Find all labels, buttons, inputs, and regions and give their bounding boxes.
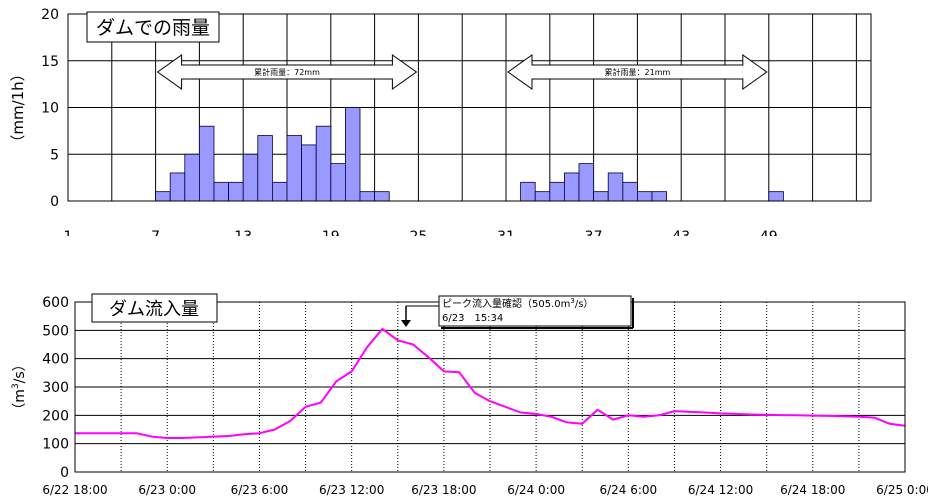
inflow-x-tick-label: 6/23 18:00 — [411, 483, 476, 497]
rainfall-bar — [184, 153, 200, 202]
rainfall-y-tick-label: 0 — [50, 194, 59, 210]
inflow-x-tick-label: 6/22 18:00 — [42, 483, 107, 497]
rainfall-bar — [359, 191, 376, 202]
inflow-x-tick-label: 6/24 12:00 — [688, 483, 753, 497]
rainfall-bar — [520, 181, 536, 202]
peak-callout: ピーク流入量確認（505.0m3/s） 6/23 15:34 — [401, 295, 634, 329]
rainfall-total-label: 累計雨量：72mm — [254, 67, 320, 77]
rainfall-bar — [564, 172, 580, 202]
inflow-y-tick-label: 0 — [60, 465, 69, 481]
rainfall-bars — [155, 107, 784, 202]
inflow-y-tick-label: 100 — [42, 437, 69, 453]
rainfall-bar — [607, 172, 624, 202]
rainfall-bar — [315, 125, 332, 202]
rainfall-bar — [271, 181, 288, 202]
rainfall-bar — [622, 181, 638, 202]
inflow-y-axis-label: （m3/s） — [11, 357, 28, 416]
rainfall-bar — [578, 163, 595, 202]
rainfall-bar — [286, 135, 303, 202]
inflow-x-tick-label: 6/24 18:00 — [780, 483, 845, 497]
rainfall-bar — [637, 191, 653, 202]
rainfall-bar — [593, 191, 609, 202]
rainfall-bar — [213, 181, 230, 202]
rainfall-bar — [198, 125, 215, 202]
inflow-x-tick-label: 6/24 6:00 — [599, 483, 657, 497]
inflow-y-tick-labels: 0 100 200 300 400 500 600 — [42, 295, 69, 481]
inflow-gridlines — [75, 302, 905, 472]
rainfall-y-tick-label: 10 — [41, 101, 59, 117]
rainfall-bar — [374, 191, 390, 202]
rainfall-y-tick-label: 5 — [50, 147, 59, 163]
rainfall-x-tick-labels: 1713192531374349 — [0, 229, 928, 250]
rainfall-chart-title: ダムでの雨量 — [96, 17, 210, 39]
rainfall-total-arrow — [507, 54, 768, 90]
inflow-y-tick-label: 400 — [42, 352, 69, 368]
inflow-x-tick-label: 6/23 12:00 — [319, 483, 384, 497]
rainfall-title-box: ダムでの雨量 — [86, 11, 220, 43]
inflow-y-tick-label: 500 — [42, 323, 69, 339]
inflow-title-box: ダム流入量 — [91, 293, 218, 323]
rainfall-y-axis-label: （mm/1h） — [9, 66, 27, 149]
inflow-chart-title: ダム流入量 — [109, 299, 199, 320]
inflow-y-tick-label: 300 — [42, 380, 69, 396]
rainfall-total-arrow — [156, 54, 418, 90]
rainfall-bar — [257, 135, 273, 202]
rainfall-y-tick-label: 15 — [41, 54, 59, 70]
rainfall-bar — [651, 191, 668, 202]
inflow-series-line — [75, 327, 906, 439]
rainfall-bar — [228, 181, 244, 202]
rainfall-bar — [344, 107, 361, 202]
rainfall-y-tick-label: 20 — [41, 7, 59, 23]
rainfall-total-label: 累計雨量：21mm — [605, 67, 671, 77]
rainfall-bar — [768, 191, 784, 202]
peak-callout-time: 6/23 15:34 — [442, 313, 503, 324]
rainfall-bar — [242, 153, 259, 202]
inflow-x-tick-label: 6/23 0:00 — [138, 483, 196, 497]
rainfall-bar — [549, 181, 565, 202]
inflow-x-tick-label: 6/24 0:00 — [507, 483, 565, 497]
inflow-x-tick-label: 6/23 6:00 — [231, 483, 289, 497]
rainfall-tick-mask — [0, 236, 928, 250]
rainfall-bar — [330, 163, 346, 202]
rainfall-bar — [155, 191, 171, 202]
inflow-x-tick-labels: 6/22 18:00 6/23 0:00 6/23 6:00 6/23 12:00 6/… — [42, 483, 928, 497]
rainfall-gridlines — [68, 14, 871, 201]
inflow-y-tick-label: 600 — [42, 295, 69, 311]
peak-callout-value: ピーク流入量確認（505.0m3/s） — [442, 297, 593, 310]
rainfall-y-tick-labels: 0 5 10 15 20 — [41, 7, 59, 210]
rainfall-bar — [301, 144, 317, 202]
inflow-x-tick-label: 6/25 0:00 — [876, 483, 928, 497]
rainfall-bar — [534, 191, 551, 202]
rainfall-bar — [169, 172, 186, 202]
inflow-y-tick-label: 200 — [42, 408, 69, 424]
rainfall-total-arrows: 累計雨量：72mm 累計雨量：21mm — [156, 54, 768, 90]
